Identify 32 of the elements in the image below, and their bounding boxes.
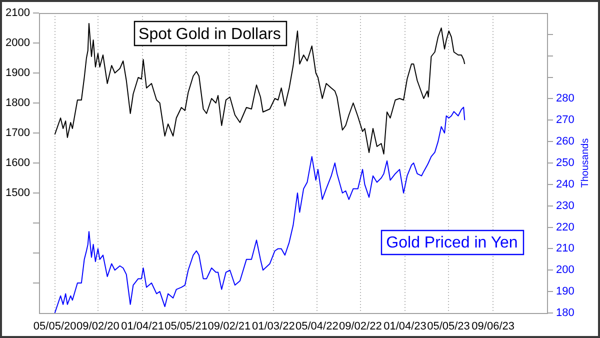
y-tick-label: 2000	[6, 37, 30, 50]
y-tick-label: 2100	[6, 7, 30, 20]
y-tick-label: 1900	[6, 67, 30, 80]
y2-tick-label: 180	[556, 307, 574, 320]
y2-tick-label: 220	[556, 221, 574, 234]
x-tick-label: 09/02/22	[338, 320, 382, 333]
y2-axis-title: Thousands	[580, 138, 591, 188]
y2-tick-label: 230	[556, 200, 574, 212]
x-tick-label: 09/02/21	[208, 320, 251, 333]
series-label: Spot Gold in Dollars	[138, 26, 281, 43]
y2-tick-label: 240	[556, 178, 574, 190]
y2-tick-label: 280	[556, 92, 574, 105]
y2-tick-label: 210	[556, 242, 574, 255]
x-tick-label: 01/04/23	[384, 320, 426, 333]
y-tick-label: 1600	[6, 157, 30, 170]
text: Gold Priced in Yen	[386, 234, 518, 252]
y2-tick-label: 270	[556, 114, 574, 126]
y2-tick-label: 200	[556, 264, 574, 276]
y2-tick-label: 260	[556, 136, 574, 148]
y-tick-label: 1800	[6, 97, 30, 110]
x-tick-label: 05/05/20	[33, 320, 76, 333]
y2-tick-label: 190	[556, 286, 574, 298]
y-tick-label: 1500	[6, 187, 30, 200]
x-tick-label: 01/04/21	[121, 320, 164, 333]
x-tick-label: 05/04/22	[295, 320, 338, 333]
y2-tick-label: 250	[556, 157, 574, 170]
x-tick-label: 05/05/23	[427, 320, 470, 333]
x-tick-label: 09/02/20	[76, 320, 120, 333]
x-tick-label: 01/03/22	[252, 320, 295, 333]
y-tick-label: 1700	[6, 127, 30, 140]
x-tick-label: 09/06/23	[472, 320, 514, 333]
x-tick-label: 05/05/21	[164, 320, 208, 333]
